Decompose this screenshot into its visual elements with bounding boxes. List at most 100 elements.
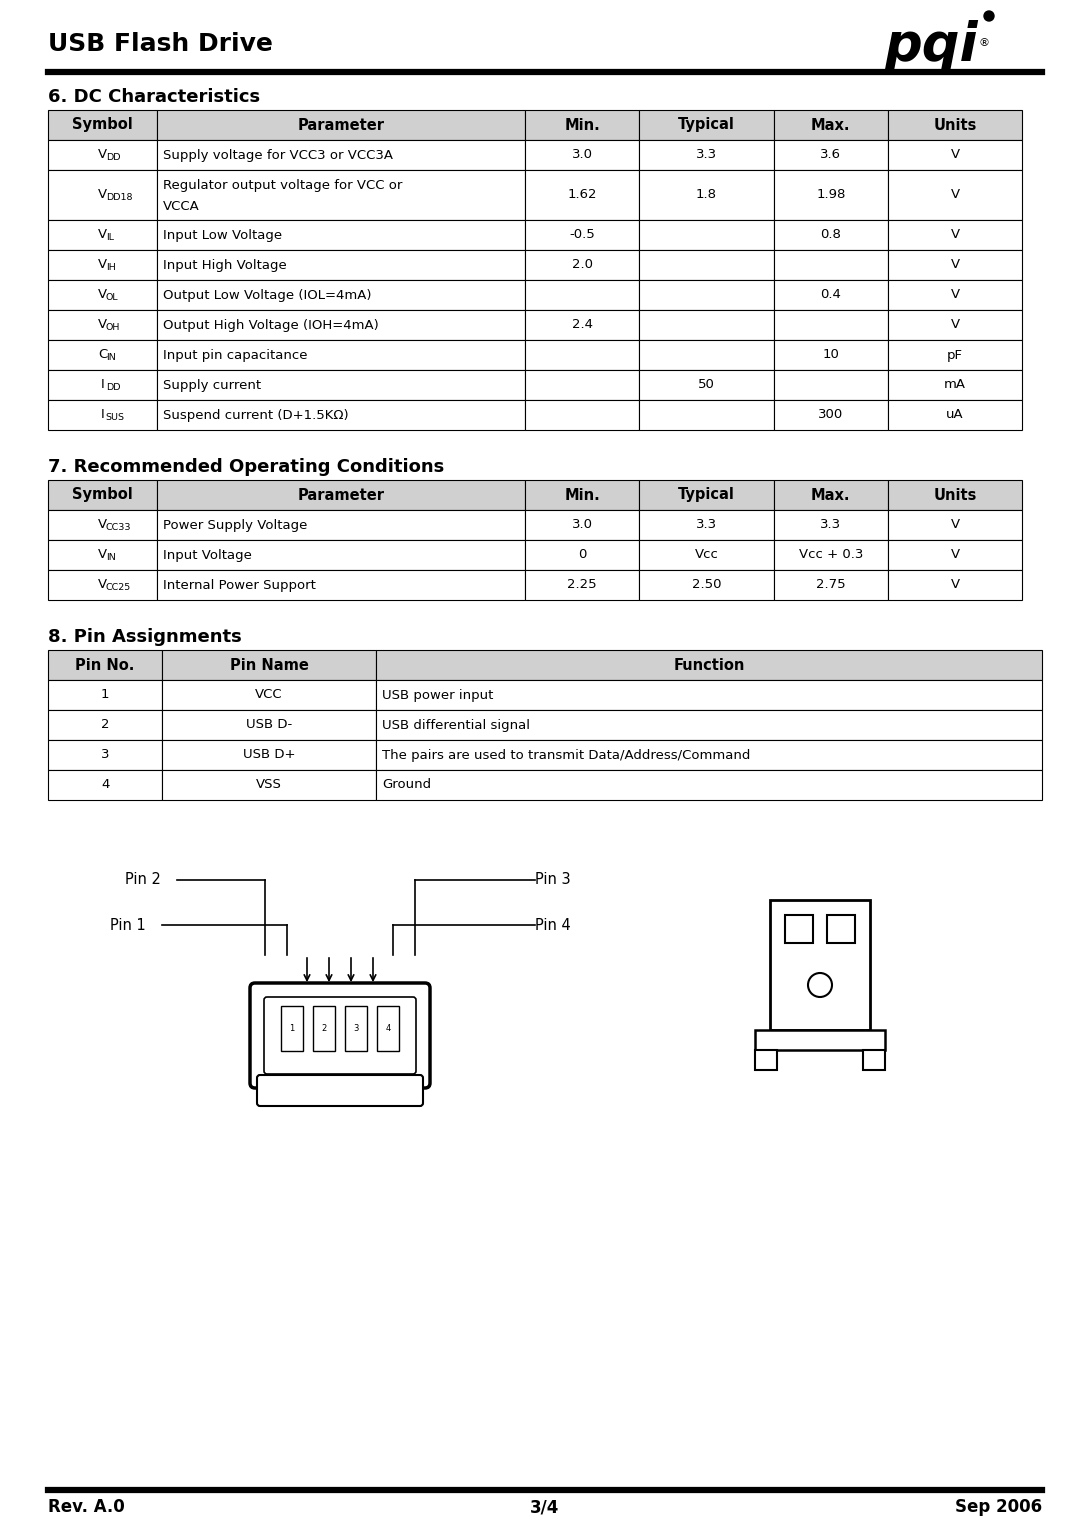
Bar [48, 541, 158, 570]
Text: Vcc + 0.3: Vcc + 0.3 [798, 548, 863, 562]
Bar [639, 310, 773, 341]
Text: 3.0: 3.0 [571, 519, 593, 531]
Bar [48, 680, 162, 710]
Text: 2: 2 [322, 1025, 326, 1032]
Text: Max.: Max. [811, 487, 851, 502]
Circle shape [984, 11, 994, 21]
Bar [48, 370, 158, 400]
Bar [639, 110, 773, 140]
Bar [48, 310, 158, 341]
Text: Typical: Typical [678, 487, 735, 502]
Bar [281, 1006, 303, 1051]
Bar [888, 279, 1022, 310]
Bar [525, 370, 639, 400]
Text: 2.0: 2.0 [571, 258, 593, 272]
Bar [525, 279, 639, 310]
Bar [48, 279, 158, 310]
Bar [48, 710, 162, 741]
Text: CC33: CC33 [106, 524, 131, 533]
Text: 0.4: 0.4 [821, 289, 841, 301]
Text: Input pin capacitance: Input pin capacitance [163, 348, 308, 362]
Bar [888, 541, 1022, 570]
Text: pF: pF [947, 348, 963, 362]
Bar [888, 110, 1022, 140]
Bar [48, 250, 158, 279]
Text: V: V [950, 258, 960, 272]
Bar [525, 310, 639, 341]
Bar [158, 140, 525, 169]
Text: V: V [950, 579, 960, 591]
Bar [639, 541, 773, 570]
Bar [48, 110, 158, 140]
Text: mA: mA [944, 379, 966, 391]
Bar [48, 169, 158, 220]
Bar [773, 570, 888, 600]
Text: Input Voltage: Input Voltage [163, 548, 253, 562]
Text: 1.8: 1.8 [696, 188, 717, 202]
Bar [888, 220, 1022, 250]
Bar [888, 250, 1022, 279]
Bar [158, 279, 525, 310]
Bar [158, 110, 525, 140]
Bar [773, 479, 888, 510]
Bar [158, 250, 525, 279]
Bar [773, 370, 888, 400]
Bar [773, 169, 888, 220]
Text: DD18: DD18 [106, 192, 132, 202]
Text: USB power input: USB power input [382, 689, 494, 701]
Bar [525, 220, 639, 250]
Text: Parameter: Parameter [298, 487, 384, 502]
Bar [48, 741, 162, 770]
Text: IN: IN [106, 353, 116, 362]
Text: Pin No.: Pin No. [76, 658, 135, 672]
Bar [888, 140, 1022, 169]
Bar [48, 510, 158, 541]
Text: V: V [950, 229, 960, 241]
Text: 0.8: 0.8 [821, 229, 841, 241]
Text: Units: Units [933, 118, 976, 133]
Text: IN: IN [106, 553, 116, 562]
Bar [773, 220, 888, 250]
Bar [888, 479, 1022, 510]
Text: 10: 10 [822, 348, 839, 362]
Text: V: V [98, 319, 107, 331]
Bar [639, 510, 773, 541]
Bar [376, 770, 1042, 800]
Bar [158, 220, 525, 250]
Text: C: C [98, 348, 107, 362]
Text: 3: 3 [353, 1025, 359, 1032]
Text: Pin 1: Pin 1 [110, 918, 146, 933]
Text: OL: OL [106, 293, 119, 302]
Text: Min.: Min. [565, 487, 600, 502]
Text: V: V [950, 319, 960, 331]
Text: V: V [950, 548, 960, 562]
Bar [639, 570, 773, 600]
Text: 300: 300 [819, 409, 843, 421]
Bar [888, 169, 1022, 220]
Text: Symbol: Symbol [72, 487, 133, 502]
Text: USB D+: USB D+ [243, 748, 296, 762]
Bar [48, 140, 158, 169]
Bar [158, 341, 525, 370]
Bar [525, 110, 639, 140]
Bar [755, 1051, 777, 1070]
Text: Pin 2: Pin 2 [125, 872, 161, 887]
Text: Symbol: Symbol [72, 118, 133, 133]
Text: 0: 0 [578, 548, 586, 562]
Bar [158, 169, 525, 220]
Text: uA: uA [946, 409, 963, 421]
Bar [525, 479, 639, 510]
Text: 50: 50 [698, 379, 715, 391]
Bar [158, 310, 525, 341]
Text: 1.98: 1.98 [816, 188, 846, 202]
Text: CC25: CC25 [106, 583, 131, 592]
Bar [773, 250, 888, 279]
Bar [785, 915, 813, 944]
Text: 2.50: 2.50 [692, 579, 721, 591]
Bar [773, 110, 888, 140]
Text: IL: IL [106, 234, 113, 243]
Bar [48, 341, 158, 370]
Bar [525, 140, 639, 169]
Bar [773, 279, 888, 310]
Bar [525, 510, 639, 541]
